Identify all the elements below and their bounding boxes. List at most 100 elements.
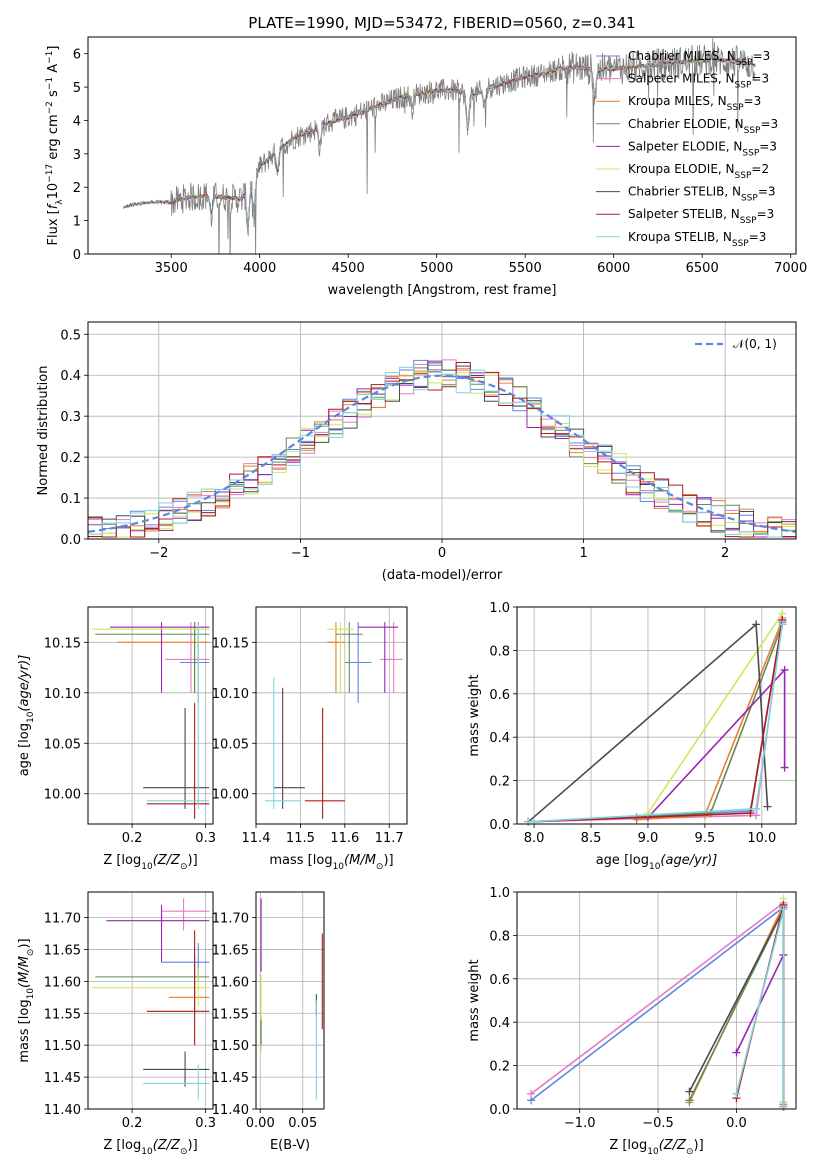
weight-line-salpeter-miles <box>530 901 785 1107</box>
axes-frame <box>255 606 408 825</box>
weight-marker <box>746 809 755 818</box>
y-tick-label: 11.55 <box>44 1007 81 1022</box>
histogram-kroupa-stelib <box>88 366 796 539</box>
mass_vs_Z-ylabel: mass [log10(M/M⊙)] <box>17 938 36 1062</box>
age_vs_mass-xlabel: mass [log10(M/M⊙)] <box>269 853 393 872</box>
legend-label: Chabrier STELIB, NSSP=3 <box>628 185 776 204</box>
y-tick-label: 3 <box>73 148 81 163</box>
mass_vs_Z-xlabel-part: Z [log <box>103 1138 141 1153</box>
y-tick-label: 10.05 <box>44 737 81 752</box>
y-tick-label: 11.50 <box>212 1039 249 1054</box>
mass_vs_Z-ylabel-part: ⊙ <box>26 949 36 957</box>
y-tick-label: 10.15 <box>44 636 81 651</box>
weight_vs_age-axes: 8.0 8.5 9.0 9.5 10.0 0.0 0.2 0.4 0.6 0.8 1.0 age [l… <box>467 601 797 872</box>
weight-marker <box>732 1089 741 1098</box>
weight_vs_age-xlabel-part: (age/yr)] <box>660 853 717 868</box>
weight_vs_Z-ylabel: mass weight <box>467 959 482 1041</box>
mass_vs_Z-xlabel-part: 10 <box>141 1147 153 1157</box>
x-tick-label: 0.3 <box>195 1116 216 1131</box>
legend-label-part: Kroupa STELIB, N <box>628 230 732 244</box>
weight-line-kroupa-miles <box>636 619 784 821</box>
spectrum-ylabel-part: −1 <box>45 51 55 64</box>
y-tick-label: 0.6 <box>489 688 510 703</box>
mass_vs_Z-xlabel-part: ⊙ <box>180 1147 188 1157</box>
x-tick-label: 7000 <box>774 261 807 276</box>
y-tick-label: 11.60 <box>212 975 249 990</box>
legend-label: Salpeter MILES, NSSP=3 <box>628 72 769 91</box>
legend-label: 𝒩(0, 1) <box>733 337 777 351</box>
legend-label-part: SSP <box>735 81 752 91</box>
weight-marker <box>685 1096 694 1105</box>
weight-line-salpeter-miles <box>528 617 784 823</box>
weight-marker <box>752 804 761 813</box>
weight_vs_Z-axes: −1.0 −0.5 0.0 0.0 0.2 0.4 0.6 0.8 1.0 Z [log10(Z/… <box>467 886 797 1157</box>
weight_vs_age-xlabel-part: 10 <box>649 862 661 872</box>
legend-label: Kroupa ELODIE, NSSP=2 <box>628 162 769 181</box>
x-tick-label: 0.2 <box>122 831 143 846</box>
y-tick-label: 1 <box>73 215 81 230</box>
histogram-salpeter-stelib <box>88 361 796 539</box>
x-tick-label: 0.00 <box>246 1116 275 1131</box>
x-tick-label: 6500 <box>686 261 719 276</box>
spectrum-xlabel: wavelength [Angstrom, rest frame] <box>328 283 557 298</box>
x-tick-label: 2 <box>721 546 729 561</box>
weight-marker <box>732 1048 741 1057</box>
mass_vs_Z-xlabel-part: (Z/Z <box>153 1138 181 1153</box>
x-tick-label: 8.5 <box>581 831 602 846</box>
axes-frame <box>87 606 214 825</box>
y-tick-label: 0.0 <box>489 1103 510 1118</box>
legend-label-part: Salpeter MILES, N <box>628 72 735 86</box>
y-tick-label: 11.70 <box>44 912 81 927</box>
axes-frame <box>516 891 797 1110</box>
y-tick-label: 0.3 <box>60 410 81 425</box>
weight_vs_Z-xlabel-part: 10 <box>647 1147 659 1157</box>
y-tick-label: 0.5 <box>60 328 81 343</box>
x-tick-label: 6000 <box>597 261 630 276</box>
y-tick-label: 0.4 <box>60 369 81 384</box>
spectrum-title: PLATE=1990, MJD=53472, FIBERID=0560, z=0… <box>248 14 635 32</box>
legend-label: Chabrier ELODIE, NSSP=3 <box>628 117 778 136</box>
y-tick-label: 0.8 <box>489 929 510 944</box>
weight-marker <box>763 802 772 811</box>
x-tick-label: 5000 <box>420 261 453 276</box>
legend-label-part: =3 <box>757 207 775 221</box>
mass_vs_ebv-axes: 0.00 0.05 11.40 11.45 11.50 11.55 11.60 11.65 11… <box>212 891 325 1131</box>
age_vs_Z-xlabel-part: (Z/Z <box>153 853 181 868</box>
x-tick-label: −1.0 <box>564 1116 596 1131</box>
legend-label-part: =3 <box>751 72 769 86</box>
y-tick-label: 4 <box>73 114 81 129</box>
age_vs_mass-xlabel-part: ⊙ <box>376 862 384 872</box>
y-tick-label: 11.45 <box>44 1071 81 1086</box>
spectrum-axes: 3500 4000 4500 5000 5500 6000 6500 7000 0 1 2 3 4 5 6 C… <box>45 14 807 298</box>
age_vs_mass-axes: 11.4 11.5 11.6 11.7 10.00 10.05 10.10 10.15 mass… <box>212 606 408 872</box>
x-tick-label: 1 <box>579 546 587 561</box>
spectrum-ylabel-part: erg cm <box>46 114 61 163</box>
axes-frame <box>87 36 797 255</box>
model-spectrum-kroupa-stelib <box>123 51 755 231</box>
legend-label-part: =3 <box>753 49 771 63</box>
x-tick-label: 0.2 <box>122 1116 143 1131</box>
y-tick-label: 10.10 <box>212 687 249 702</box>
weight-marker <box>780 665 789 674</box>
age_vs_mass-xlabel-part: (M/M <box>344 853 376 868</box>
y-tick-label: 11.65 <box>212 943 249 958</box>
legend-label: Kroupa MILES, NSSP=3 <box>628 94 761 113</box>
x-tick-label: 4000 <box>243 261 276 276</box>
x-tick-label: 0.3 <box>195 831 216 846</box>
y-tick-label: 5 <box>73 81 81 96</box>
weight-marker <box>780 763 789 772</box>
spectrum-ylabel-part: s <box>46 90 61 101</box>
age_vs_Z-xlabel-part: ⊙ <box>180 862 188 872</box>
x-tick-label: −1 <box>291 546 310 561</box>
y-tick-label: 11.70 <box>212 912 249 927</box>
weight-marker <box>779 905 788 914</box>
spectrum-ylabel-part: ] <box>46 46 61 51</box>
weight-line-kroupa-stelib <box>735 909 785 1107</box>
x-tick-label: −2 <box>149 546 168 561</box>
age_vs_Z-ylabel-part: age [log <box>17 723 32 776</box>
legend-label-part: SSP <box>727 103 744 113</box>
legend-label: Salpeter ELODIE, NSSP=3 <box>628 139 777 158</box>
mass_vs_Z-ylabel-part: mass [log <box>17 999 32 1062</box>
